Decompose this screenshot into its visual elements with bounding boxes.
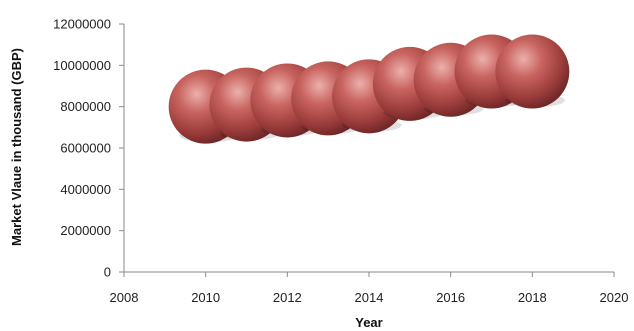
y-tick-label: 2000000 [60, 223, 111, 238]
y-tick-label: 12000000 [53, 17, 111, 32]
y-tick-label: 6000000 [60, 141, 111, 156]
y-tick-label: 8000000 [60, 99, 111, 114]
y-tick-label: 0 [104, 265, 111, 280]
x-tick-labels: 2008 2010 2012 2014 2016 2018 2020 [110, 290, 629, 305]
x-tick-label: 2014 [355, 290, 384, 305]
x-tick-label: 2008 [110, 290, 139, 305]
y-tick-labels: 0 2000000 4000000 6000000 8000000 10000000 120… [53, 17, 111, 280]
x-tick-label: 2012 [273, 290, 302, 305]
bubbles [168, 34, 570, 144]
y-axis-title: Market Vlaue in thousand (GBP) [9, 48, 24, 246]
x-tick-label: 2018 [518, 290, 547, 305]
y-tick-label: 4000000 [60, 182, 111, 197]
x-tick-label: 2016 [436, 290, 465, 305]
x-tick-label: 2010 [191, 290, 220, 305]
y-tick-label: 10000000 [53, 58, 111, 73]
x-tick-label: 2020 [600, 290, 629, 305]
bubble-point [495, 34, 570, 109]
x-axis-title: Year [355, 315, 382, 330]
axes [119, 23, 615, 277]
